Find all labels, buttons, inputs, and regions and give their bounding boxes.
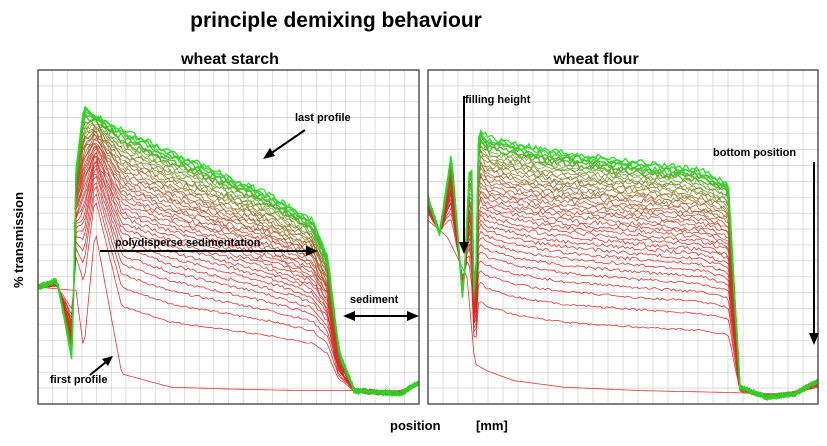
arrowhead [263, 148, 275, 159]
arrowhead [809, 333, 819, 345]
arrowhead [306, 246, 318, 256]
profile-line-40 [427, 128, 819, 401]
panel-title-wheat-flour: wheat flour [552, 51, 638, 68]
x-axis-label: position [390, 418, 441, 433]
profile-line-38 [427, 131, 819, 401]
panel-wheat-flour [427, 69, 819, 405]
y-axis-label: % transmission [11, 192, 26, 288]
label-first-profile: first profile [50, 374, 107, 386]
annotation-polydisperse-sedimentation: polydisperse sedimentation [100, 237, 318, 256]
arrow-first-profile [89, 361, 107, 376]
chart-title: principle demixing behaviour [190, 9, 482, 32]
profile-line-20 [427, 176, 819, 399]
arrowhead [407, 311, 419, 321]
plot-frame [427, 69, 819, 405]
label-filling-height: filling height [465, 94, 531, 106]
label-last-profile: last profile [295, 112, 351, 124]
arrowhead [459, 242, 469, 254]
annotation-first-profile: first profile [50, 356, 113, 386]
profile-lines [427, 128, 819, 402]
label-bottom-position: bottom position [713, 147, 796, 159]
annotation-sediment: sediment [343, 294, 419, 321]
label-polydisperse-sedimentation: polydisperse sedimentation [115, 237, 261, 249]
profile-line-40 [37, 106, 420, 397]
panel-wheat-starch [37, 69, 420, 405]
grid [428, 70, 818, 404]
panel-title-wheat-starch: wheat starch [180, 51, 279, 68]
annotation-bottom-position: bottom position [713, 147, 819, 345]
arrowhead [343, 311, 355, 321]
x-axis-unit: [mm] [476, 418, 508, 433]
profile-lines [37, 105, 420, 397]
label-sediment: sediment [350, 294, 399, 306]
grid [38, 70, 419, 404]
plot-frame [37, 69, 420, 405]
arrow-last-profile [269, 129, 306, 155]
annotation-last-profile: last profile [263, 112, 351, 159]
arrowhead [102, 356, 113, 366]
annotation-filling-height: filling height [459, 94, 531, 254]
